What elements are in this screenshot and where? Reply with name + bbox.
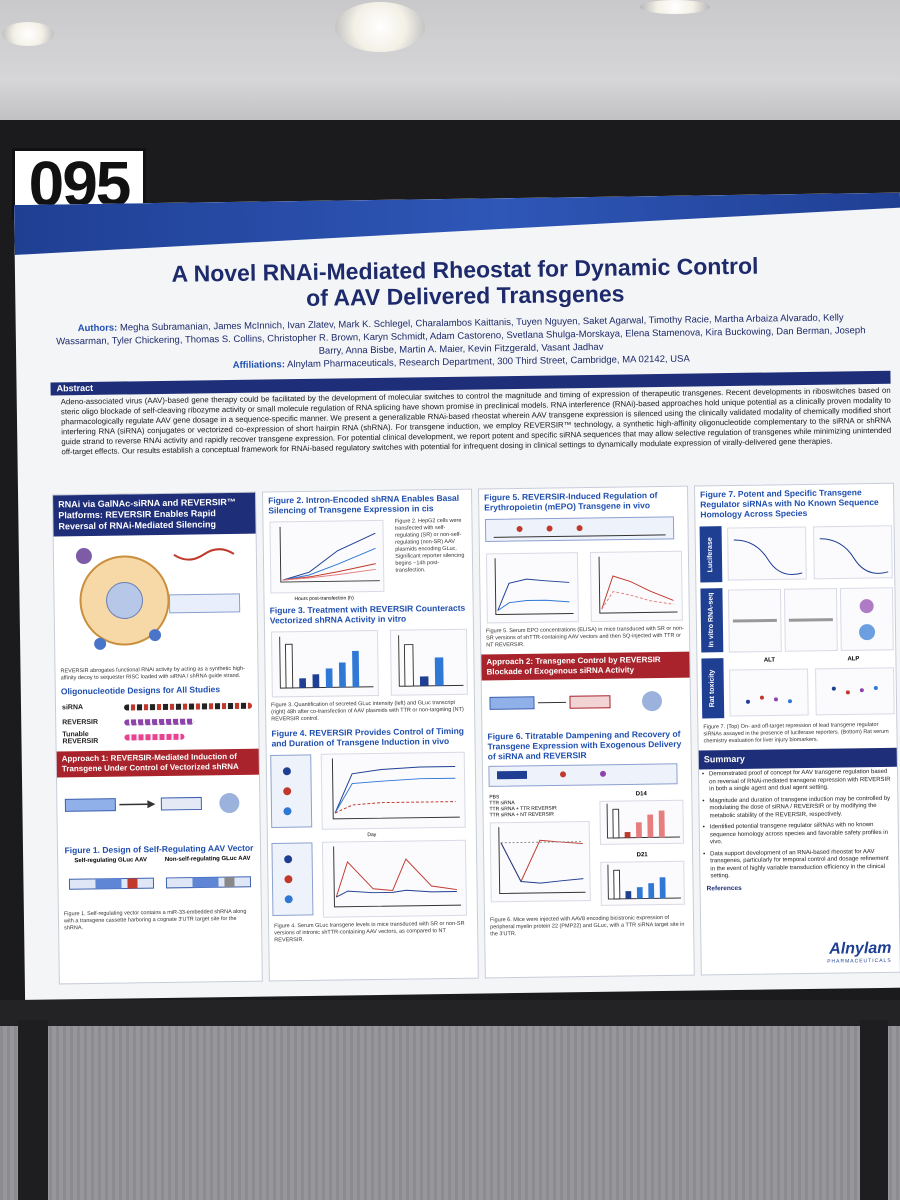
oligo-row-label: Tunable REVERSIR: [62, 730, 99, 745]
fig7-rna-seq-scatter: [727, 587, 894, 653]
poster-title: A Novel RNAi-Mediated Rheostat for Dynam…: [85, 251, 846, 314]
fig5-title: Figure 5. REVERSIR-Induced Regulation of…: [484, 490, 658, 513]
fig5-row: [480, 548, 689, 627]
fig3-bar-chart-left: [270, 629, 379, 698]
fig3-bar-chart-right: [389, 628, 468, 696]
fig4-caption: Figure 4. Serum GLuc transgene levels in…: [274, 920, 465, 944]
tox-label-alt: ALT: [763, 657, 776, 664]
oligo-row: Tunable REVERSIR: [62, 728, 252, 746]
fig2-title: Figure 2. Intron-Encoded shRNA Enables B…: [268, 492, 460, 516]
poster-column-1: RNAi via GalNAc-siRNA and REVERSIR™ Plat…: [52, 491, 263, 985]
fig7-tox-plots: [729, 667, 895, 717]
fig7-caption: Figure 7. (Top) On- and off-target repre…: [703, 721, 889, 745]
authors-label: Authors:: [77, 322, 118, 335]
oligo-bead-strand: [124, 718, 195, 726]
approach-2-bar: Approach 2: Transgene Control by REVERSI…: [481, 651, 690, 681]
poster-column-2: Figure 2. Intron-Encoded shRNA Enables B…: [262, 488, 479, 982]
fig4-dosing-schedule-top: [270, 754, 313, 828]
oligo-designs-list: siRNA REVERSIR Tunable REVERSIR: [56, 696, 259, 748]
fig7-grid: Luciferase reporter In vitro RNA-seq Rat…: [695, 520, 896, 723]
fig4-row-bottom: [268, 837, 477, 922]
logo-wordmark: Alnylam: [829, 939, 892, 958]
fig5-line-plot-left: [485, 552, 579, 624]
fig5-dosing-schedule: [484, 516, 675, 542]
fig6-bar-chart-d21: [600, 860, 685, 906]
tox-label-alp: ALP: [847, 656, 860, 663]
fig2-row: Figure 2. HepG2 cells were transfected w…: [263, 516, 472, 597]
fig6-legend: PBS TTR siRNA TTR siRNA + TTR REVERSIR T…: [483, 792, 593, 820]
fig1-panel-right: Non-self-regulating GLuc AAV: [159, 856, 257, 908]
fig6-label-d14: D14: [635, 791, 647, 798]
summary-item: Data support development of an RNAi-base…: [700, 846, 898, 883]
fig1-caption: Figure 1. Self-regulating vector contain…: [63, 908, 247, 932]
sr-vector-diagram: [68, 877, 154, 890]
poster-column-4: Figure 7. Potent and Specific Transgene …: [693, 482, 900, 976]
col1-heading: RNAi via GalNAc-siRNA and REVERSIR™ Plat…: [53, 492, 256, 537]
oligo-row-label: REVERSIR: [62, 718, 99, 727]
oligo-row-label: siRNA: [61, 704, 84, 712]
affiliations-label: Affiliations:: [232, 359, 286, 371]
fig4-line-plot-top: [320, 751, 466, 830]
row-label-rat-toxicity: Rat toxicity: [701, 658, 725, 719]
fig1-panels: Self-regulating GLuc AAV Non-self-regula…: [58, 856, 261, 910]
oligo-bead-strand: [123, 702, 253, 711]
poster-board-crossbar: [0, 1000, 900, 1026]
row-label-rna-seq: In vitro RNA-seq: [700, 588, 724, 653]
fig3-row: [265, 626, 474, 701]
floor: [0, 1020, 900, 1200]
fig2-line-plot: [269, 519, 385, 594]
fig7-luciferase-plots: [727, 525, 893, 581]
legend-item: TTR siRNA + NT REVERSIR: [489, 811, 554, 819]
reversir-mechanism-diagram: [75, 548, 241, 650]
summary-item: Magnitude and duration of transgene indu…: [699, 793, 897, 822]
fig1-panel-left: Self-regulating GLuc AAV: [62, 857, 160, 909]
abstract-text: Adeno-associated virus (AAV)-based gene …: [60, 385, 892, 457]
fig5-caption: Figure 5. Serum EPO concentrations (ELIS…: [485, 625, 684, 649]
fig4-row-top: [267, 749, 476, 834]
poster-column-3: Figure 5. REVERSIR-Induced Regulation of…: [478, 485, 695, 979]
ceiling-light-right: [640, 0, 710, 14]
exogenous-sirna-schematic: [489, 691, 662, 712]
oligo-bead-strand: [124, 733, 185, 741]
fig3-caption: Figure 3. Quantification of secreted GLu…: [270, 699, 464, 723]
poster: A Novel RNAi-Mediated Rheostat for Dynam…: [14, 192, 900, 1000]
logo-subtitle: PHARMACEUTICALS: [827, 957, 892, 965]
vectorized-shrna-schematic: [64, 793, 240, 814]
alnylam-logo: Alnylam PHARMACEUTICALS: [827, 940, 892, 965]
ceiling-light-center: [335, 2, 425, 52]
fig7-title: Figure 7. Potent and Specific Transgene …: [700, 487, 879, 520]
poster-board-leg-left: [18, 1020, 48, 1200]
fig6-line-plot: [489, 821, 591, 903]
fig7-tox-labels: ALT ALP: [727, 656, 895, 664]
fig6-title: Figure 6. Titratable Dampening and Recov…: [487, 728, 682, 762]
fig5-line-plot-right: [589, 550, 683, 622]
fig6-bar-chart-d14: [599, 799, 684, 845]
fig4-title: Figure 4. REVERSIR Provides Control of T…: [271, 725, 465, 749]
poster-board-leg-right: [860, 1020, 888, 1200]
fig4-line-plot-bottom: [321, 839, 467, 918]
ceiling-light-left: [2, 22, 54, 46]
fig6-dosing-schedule: [488, 763, 678, 787]
summary-item: Identified potential transgene regulator…: [700, 820, 898, 849]
fig2-caption: Figure 2. HepG2 cells were transfected w…: [394, 517, 465, 574]
authors-list: Megha Subramanian, James McInnich, Ivan …: [56, 312, 866, 357]
summary-list: Demonstrated proof of concept for AAV tr…: [699, 767, 899, 883]
fig3-title: Figure 3. Treatment with REVERSIR Counte…: [269, 602, 466, 626]
fig6-right: D14 D21: [593, 791, 691, 914]
fig4-dosing-schedule-bottom: [271, 842, 314, 916]
approach-1-bar: Approach 1: REVERSIR-Mediated Induction …: [56, 748, 259, 778]
non-sr-vector-diagram: [165, 876, 251, 889]
summary-item: Demonstrated proof of concept for AAV tr…: [699, 767, 897, 796]
row-label-luciferase: Luciferase reporter: [699, 526, 736, 583]
ceiling: [0, 0, 900, 135]
fig6-label-d21: D21: [636, 852, 648, 859]
fig6-row: PBS TTR siRNA TTR siRNA + TTR REVERSIR T…: [483, 791, 693, 916]
fig6-left: PBS TTR siRNA TTR siRNA + TTR REVERSIR T…: [483, 792, 595, 916]
fig6-caption: Figure 6. Mice were injected with AAV8 e…: [489, 914, 685, 938]
